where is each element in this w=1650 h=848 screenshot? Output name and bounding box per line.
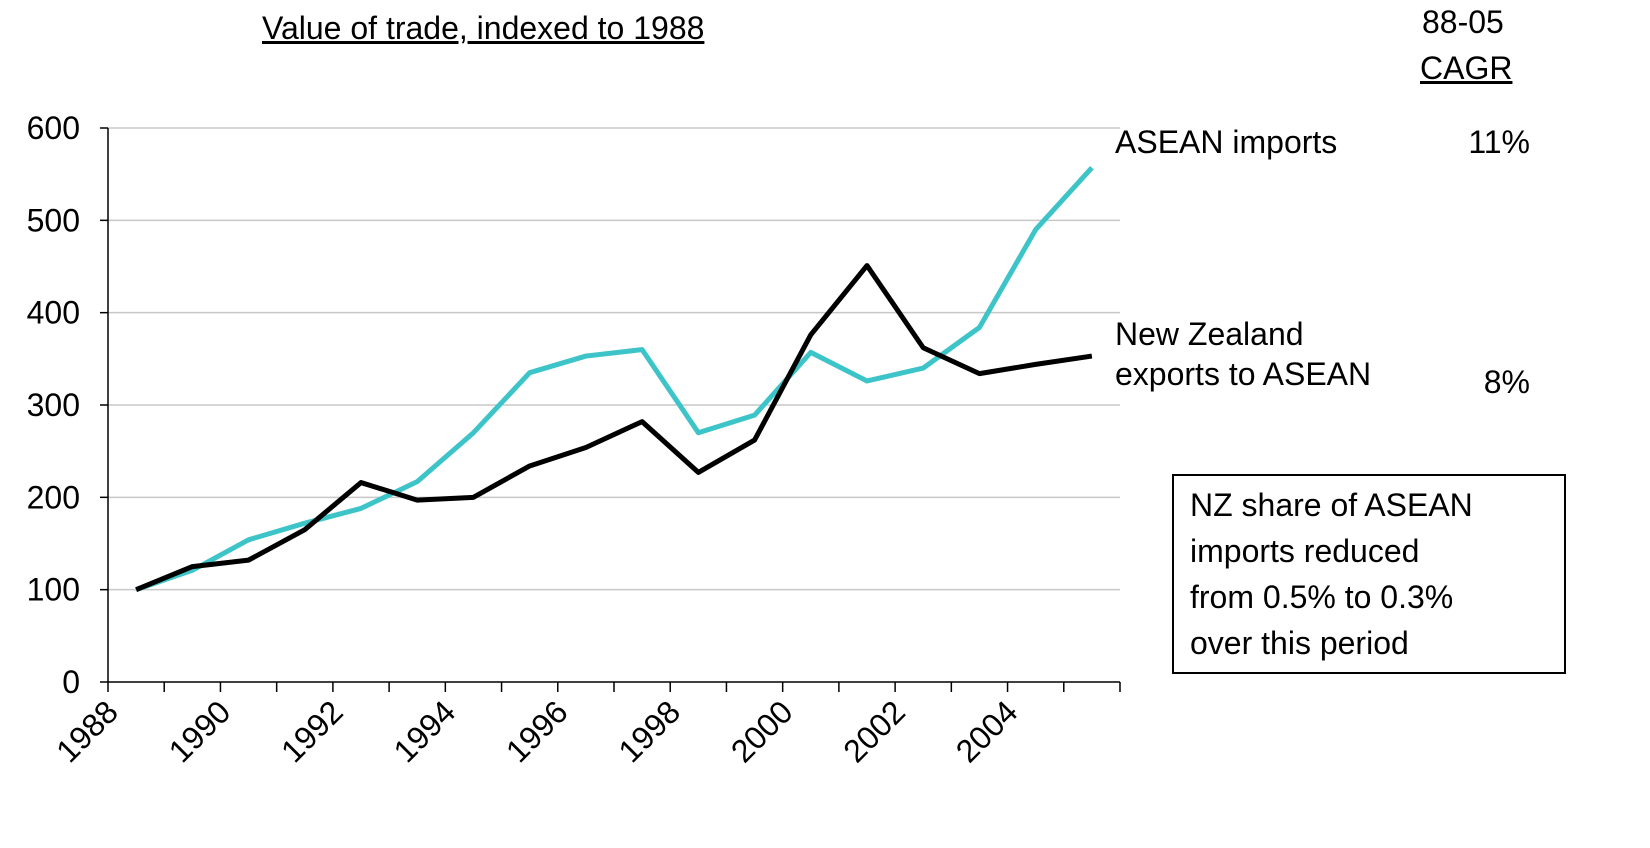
- x-tick-label: 2002: [836, 693, 912, 769]
- x-tick-label: 1998: [611, 693, 687, 769]
- legend-label: New Zealand exports to ASEAN: [1115, 316, 1372, 392]
- x-tick-label: 1988: [49, 693, 125, 769]
- x-tick-label: 1990: [162, 693, 238, 769]
- note-line: over this period: [1190, 625, 1409, 661]
- x-tick-label: 1992: [274, 693, 350, 769]
- note-line: imports reduced: [1190, 533, 1420, 569]
- x-tick-label: 2000: [724, 693, 800, 769]
- y-tick-label: 500: [27, 202, 80, 238]
- note-line: NZ share of ASEAN: [1190, 487, 1473, 523]
- chart-title: Value of trade, indexed to 1988: [262, 10, 705, 46]
- note-box: NZ share of ASEAN imports reduced from 0.5…: [1172, 474, 1566, 674]
- cagr-header: 88-05: [1422, 4, 1504, 40]
- x-tick-label: 1996: [499, 693, 575, 769]
- y-tick-label: 400: [27, 295, 80, 331]
- note-line: from 0.5% to 0.3%: [1190, 579, 1454, 615]
- legend-label: ASEAN imports: [1115, 124, 1338, 160]
- y-tick-label: 0: [62, 664, 80, 700]
- cagr-value: 11%: [1468, 124, 1530, 160]
- y-tick-label: 200: [27, 479, 80, 515]
- x-tick-label: 2004: [949, 693, 1025, 769]
- x-tick-label: 1994: [386, 693, 462, 769]
- series-line: [135, 263, 1093, 592]
- y-tick-label: 600: [27, 110, 80, 146]
- cagr-header: CAGR: [1420, 50, 1513, 86]
- y-tick-label: 100: [27, 572, 80, 608]
- cagr-value: 8%: [1483, 364, 1530, 400]
- y-tick-label: 300: [27, 387, 80, 423]
- series-line: [135, 166, 1094, 593]
